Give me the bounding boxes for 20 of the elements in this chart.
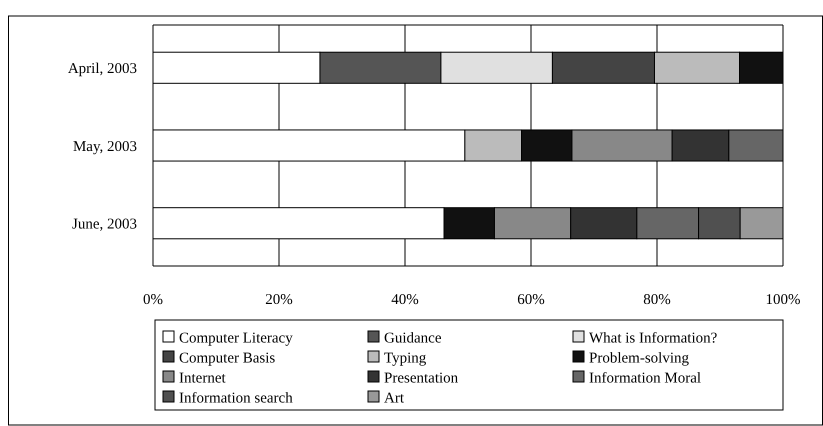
legend-label: What is Information? xyxy=(589,330,718,346)
legend-label: Information search xyxy=(179,390,294,406)
x-tick-label: 100% xyxy=(766,292,800,308)
legend-label: Presentation xyxy=(384,370,459,386)
legend-label: Guidance xyxy=(384,330,442,346)
x-tick-label: 40% xyxy=(391,292,419,308)
x-tick-label: 60% xyxy=(517,292,545,308)
legend-label: Computer Literacy xyxy=(179,330,294,346)
legend-label: Typing xyxy=(384,350,427,366)
legend-label: Art xyxy=(384,390,405,406)
legend-label: Information Moral xyxy=(589,370,702,386)
legend-label: Problem-solving xyxy=(589,350,690,366)
legend-label: Internet xyxy=(179,370,226,386)
x-tick-label: 20% xyxy=(265,292,293,308)
x-tick-label: 0% xyxy=(143,292,163,308)
legend-label: Computer Basis xyxy=(179,350,276,366)
x-tick-label: 80% xyxy=(643,292,671,308)
y-tick-label: April, 2003 xyxy=(68,61,137,78)
y-tick-label: May, 2003 xyxy=(72,138,137,155)
y-tick-label: June, 2003 xyxy=(72,216,137,232)
